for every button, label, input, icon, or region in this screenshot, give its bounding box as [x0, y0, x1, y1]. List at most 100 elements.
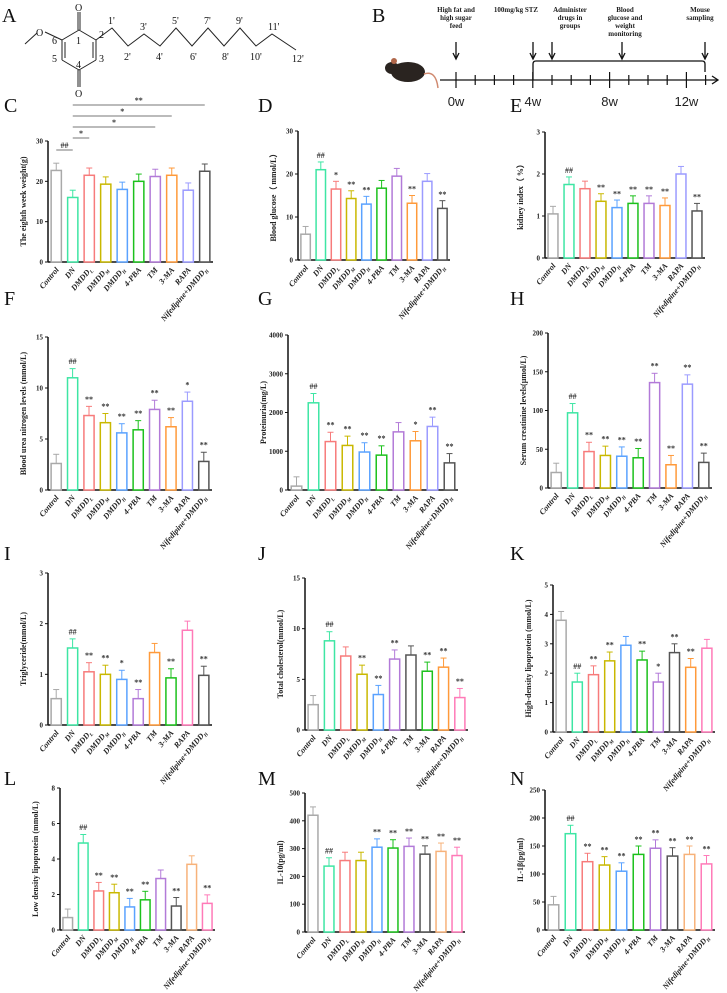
category-subscript: L [345, 737, 351, 743]
category-label: Control [38, 265, 62, 291]
bar-tm [149, 175, 162, 263]
category-text: Control [287, 263, 311, 289]
category-subscript: M [346, 497, 354, 505]
category-text: 3-MA [412, 733, 432, 755]
bar-control [547, 904, 560, 931]
category-text: 4-PBA [121, 265, 143, 289]
category-label: Control [278, 493, 302, 519]
category-subscript: M [608, 739, 616, 747]
significance-mark: ** [408, 185, 416, 194]
y-axis-label: kidney index（ %） [515, 160, 525, 230]
timeline-ticks [455, 72, 707, 88]
category-subscript: H [449, 497, 457, 505]
category-subscript: L [98, 937, 104, 943]
significance-mark: ** [327, 421, 335, 430]
chart-panel-h: H 0 50 100 150 200 Serum creatinine levels(μmo… [510, 288, 712, 550]
bar-dmddl [583, 450, 595, 489]
y-tick-label: 10 [286, 214, 294, 222]
significance-mark: ** [437, 832, 445, 841]
y-tick-label: 200 [530, 815, 541, 823]
chain-atom-label: 4' [156, 52, 163, 63]
y-tick-label: 30 [286, 128, 294, 136]
significance-mark: ** [85, 395, 93, 404]
ring-atom-label: 5 [52, 54, 57, 65]
category-label: 3-MA [156, 493, 176, 515]
bar-dmddh [116, 188, 129, 263]
bar-rapa [421, 180, 433, 261]
y-tick-label: 10 [293, 625, 301, 633]
ring-atom-label: 3 [99, 54, 104, 65]
category-subscript: H [706, 937, 714, 945]
y-tick-label: 150 [533, 368, 544, 376]
timeline-event: 100mg/kg STZ [494, 6, 538, 61]
y-tick-label: 0 [40, 487, 44, 495]
category-text: Control [278, 493, 302, 519]
y-tick-label: 200 [533, 330, 544, 338]
category-subscript: H [364, 497, 372, 505]
y-tick-label: 0 [537, 927, 541, 935]
bar-dmddm [595, 200, 607, 259]
category-text: 4-PBA [364, 493, 386, 517]
significance-mark: ** [667, 444, 675, 453]
bar-3ma [421, 670, 434, 731]
timeline-event-label: Blood glucose and weight monitoring [608, 6, 643, 38]
y-tick-label: 30 [36, 138, 44, 146]
category-subscript: H [621, 937, 629, 945]
category-subscript: H [706, 739, 714, 747]
bar-rapa [684, 666, 697, 733]
category-subscript: H [206, 937, 214, 945]
y-tick-label: 8 [52, 785, 56, 793]
week-label: 12w [674, 94, 698, 109]
bar-nifedipinedmddh [436, 207, 448, 261]
significance-mark: ## [567, 814, 575, 823]
bar-rapa [681, 383, 694, 489]
y-tick-label: 6 [52, 820, 56, 828]
arrowhead-icon [618, 52, 626, 61]
bar-3ma [419, 853, 431, 933]
significance-mark: ** [700, 441, 708, 450]
category-subscript: H [204, 269, 212, 277]
significance-mark: ** [629, 185, 637, 194]
y-tick-label: 2 [40, 620, 44, 628]
category-subscript: H [456, 939, 464, 947]
y-tick-label: 150 [530, 843, 541, 851]
significance-mark: ** [585, 431, 593, 440]
significance-mark: ** [661, 187, 669, 196]
panel-b-timeline: B High fat and high sugar feed 100mg/kg STZ… [372, 5, 720, 109]
timeline-event-label: 100mg/kg STZ [494, 6, 538, 14]
category-label: 4-PBA [121, 493, 143, 517]
chain-atom-label: 12' [292, 54, 304, 65]
bar-rapa [426, 425, 439, 491]
significance-mark: ** [110, 873, 118, 882]
significance-mark: * [120, 659, 124, 668]
bar-4pba [132, 697, 145, 726]
bar-3ma [666, 855, 679, 931]
category-text: 3-MA [400, 493, 420, 515]
significance-mark: ** [687, 647, 695, 656]
y-tick-label: 50 [533, 899, 541, 907]
bar-4pba [132, 429, 145, 491]
timeline-event-label: High fat and high sugar feed [437, 6, 475, 30]
category-subscript: H [703, 495, 711, 503]
significance-mark: ** [651, 362, 659, 371]
significance-mark: ** [584, 842, 592, 851]
panel-letter: J [258, 543, 266, 565]
category-subscript: L [589, 495, 595, 501]
category-label: Control [538, 491, 562, 517]
significance-mark: ## [325, 847, 333, 856]
category-label: 4-PBA [621, 933, 643, 957]
y-tick-label: 0 [297, 929, 301, 937]
significance-mark: ** [358, 654, 366, 663]
bar-3ma [165, 677, 177, 726]
significance-mark: ** [456, 677, 464, 686]
significance-bracket-label: * [79, 129, 83, 138]
bar-control [307, 703, 319, 731]
significance-mark: ## [565, 166, 573, 175]
y-tick-label: 10 [36, 385, 44, 393]
significance-bracket-label: * [120, 107, 124, 116]
category-text: Control [49, 933, 73, 959]
bar-dn [564, 832, 577, 931]
bar-control [50, 462, 63, 491]
bar-dmddl [324, 440, 337, 491]
